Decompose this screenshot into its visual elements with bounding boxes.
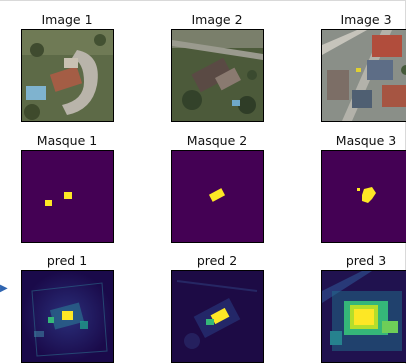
title-mask-3: Masque 3: [335, 133, 397, 148]
mask-image-2: [171, 150, 264, 243]
title-pred-2: pred 2: [196, 253, 238, 268]
pred-image-3: [321, 270, 406, 363]
pred-image-2: [171, 270, 264, 363]
frame-top-border: [0, 0, 406, 1]
mask-image-1: [21, 150, 114, 243]
title-image-3: Image 3: [340, 12, 392, 27]
aerial-image-2: [171, 29, 264, 122]
title-mask-2: Masque 2: [186, 133, 248, 148]
title-image-2: Image 2: [191, 12, 243, 27]
aerial-image-3: [321, 29, 406, 122]
aerial-image-1: [21, 29, 114, 122]
title-mask-1: Masque 1: [36, 133, 98, 148]
mask-image-3: [321, 150, 406, 243]
pred-image-1: [21, 270, 114, 363]
title-pred-3: pred 3: [345, 253, 387, 268]
title-pred-1: pred 1: [46, 253, 88, 268]
title-image-1: Image 1: [41, 12, 93, 27]
output-marker-icon: ▶: [0, 283, 8, 294]
